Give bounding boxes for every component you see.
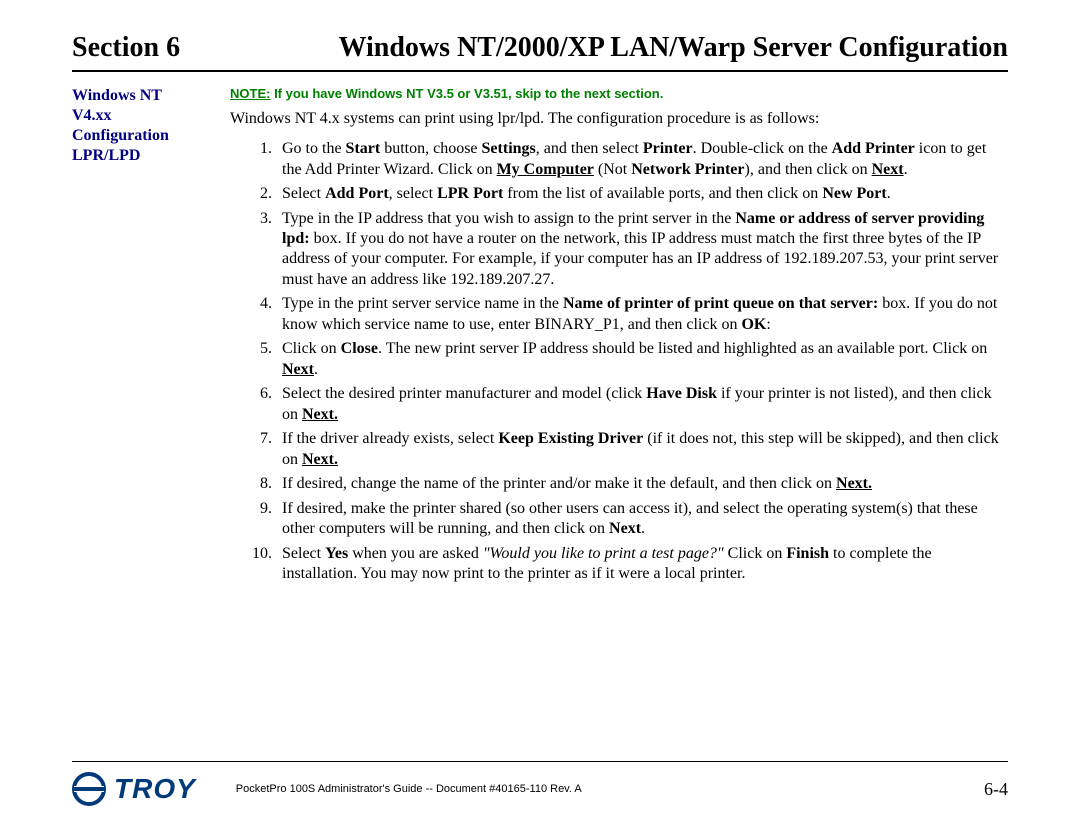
main-content: NOTE: If you have Windows NT V3.5 or V3.…: [230, 86, 1008, 588]
footer-rule: [72, 761, 1008, 762]
body-columns: Windows NT V4.xx Configuration LPR/LPD N…: [72, 86, 1008, 588]
note-label: NOTE:: [230, 86, 270, 101]
sidebar-line-4: LPR/LPD: [72, 147, 140, 164]
page-header: Section 6 Windows NT/2000/XP LAN/Warp Se…: [72, 32, 1008, 72]
bold-finish: Finish: [786, 545, 829, 562]
note-text: If you have Windows NT V3.5 or V3.51, sk…: [270, 86, 663, 101]
text: Type in the IP address that you wish to …: [282, 210, 735, 227]
sidebar-heading: Windows NT V4.xx Configuration LPR/LPD: [72, 86, 212, 166]
text: .: [904, 161, 908, 178]
footer-row: TROY PocketPro 100S Administrator's Guid…: [72, 772, 1008, 806]
text: :: [766, 316, 770, 333]
document-page: Section 6 Windows NT/2000/XP LAN/Warp Se…: [0, 0, 1080, 834]
bold-next: Next: [609, 520, 641, 537]
sidebar-line-2: V4.xx: [72, 107, 112, 124]
text: .: [887, 185, 891, 202]
text: (Not: [594, 161, 631, 178]
step-8: If desired, change the name of the print…: [276, 474, 1008, 494]
step-9: If desired, make the printer shared (so …: [276, 499, 1008, 540]
text: Type in the print server service name in…: [282, 295, 563, 312]
text: Go to the: [282, 140, 346, 157]
step-2: Select Add Port, select LPR Port from th…: [276, 184, 1008, 204]
sidebar: Windows NT V4.xx Configuration LPR/LPD: [72, 86, 230, 166]
text: If desired, change the name of the print…: [282, 475, 836, 492]
bold-have-disk: Have Disk: [646, 385, 717, 402]
sidebar-line-1: Windows NT: [72, 87, 162, 104]
bold-keep-driver: Keep Existing Driver: [498, 430, 643, 447]
text: box. If you do not have a router on the …: [282, 230, 998, 288]
sidebar-line-3: Configuration: [72, 127, 169, 144]
troy-logo-icon: [72, 772, 106, 806]
text: . Double-click on the: [693, 140, 832, 157]
troy-logo-text: TROY: [114, 773, 196, 805]
bold-underline-next: Next.: [302, 406, 338, 423]
bold-underline-my-computer: My Computer: [497, 161, 594, 178]
bold-ok: OK: [741, 316, 766, 333]
note-line: NOTE: If you have Windows NT V3.5 or V3.…: [230, 86, 1008, 103]
text: . The new print server IP address should…: [378, 340, 987, 357]
text: ), and then click on: [745, 161, 872, 178]
text: .: [641, 520, 645, 537]
italic-quote: "Would you like to print a test page?": [483, 545, 724, 562]
text: , select: [389, 185, 437, 202]
step-4: Type in the print server service name in…: [276, 294, 1008, 335]
step-3: Type in the IP address that you wish to …: [276, 209, 1008, 291]
bold-add-port: Add Port: [325, 185, 389, 202]
bold-underline-next: Next: [282, 361, 314, 378]
text: If the driver already exists, select: [282, 430, 498, 447]
bold-yes: Yes: [325, 545, 348, 562]
bold-add-printer: Add Printer: [832, 140, 915, 157]
page-title: Windows NT/2000/XP LAN/Warp Server Confi…: [339, 32, 1008, 64]
step-7: If the driver already exists, select Kee…: [276, 429, 1008, 470]
steps-list: Go to the Start button, choose Settings,…: [230, 139, 1008, 584]
text: Select the desired printer manufacturer …: [282, 385, 646, 402]
troy-logo: TROY: [72, 772, 196, 806]
bold-printer: Printer: [643, 140, 693, 157]
step-10: Select Yes when you are asked "Would you…: [276, 544, 1008, 585]
bold-lpr-port: LPR Port: [437, 185, 503, 202]
step-6: Select the desired printer manufacturer …: [276, 384, 1008, 425]
bold-close: Close: [341, 340, 378, 357]
bold-network-printer: Network Printer: [631, 161, 744, 178]
footer-document-id: PocketPro 100S Administrator's Guide -- …: [236, 783, 984, 795]
bold-underline-next: Next.: [836, 475, 872, 492]
text: , and then select: [536, 140, 643, 157]
step-5: Click on Close. The new print server IP …: [276, 339, 1008, 380]
intro-text: Windows NT 4.x systems can print using l…: [230, 109, 1008, 129]
bold-field-name: Name of printer of print queue on that s…: [563, 295, 878, 312]
bold-new-port: New Port: [822, 185, 886, 202]
footer-page-number: 6-4: [984, 779, 1008, 800]
text: Click on: [724, 545, 787, 562]
text: button, choose: [380, 140, 481, 157]
step-1: Go to the Start button, choose Settings,…: [276, 139, 1008, 180]
text: Select: [282, 545, 325, 562]
text: from the list of available ports, and th…: [503, 185, 822, 202]
bold-underline-next: Next: [872, 161, 904, 178]
text: Select: [282, 185, 325, 202]
text: Click on: [282, 340, 341, 357]
bold-underline-next: Next.: [302, 451, 338, 468]
text: when you are asked: [348, 545, 483, 562]
bold-start: Start: [346, 140, 381, 157]
bold-settings: Settings: [482, 140, 536, 157]
text: .: [314, 361, 318, 378]
page-footer: TROY PocketPro 100S Administrator's Guid…: [72, 761, 1008, 806]
section-label: Section 6: [72, 32, 180, 64]
